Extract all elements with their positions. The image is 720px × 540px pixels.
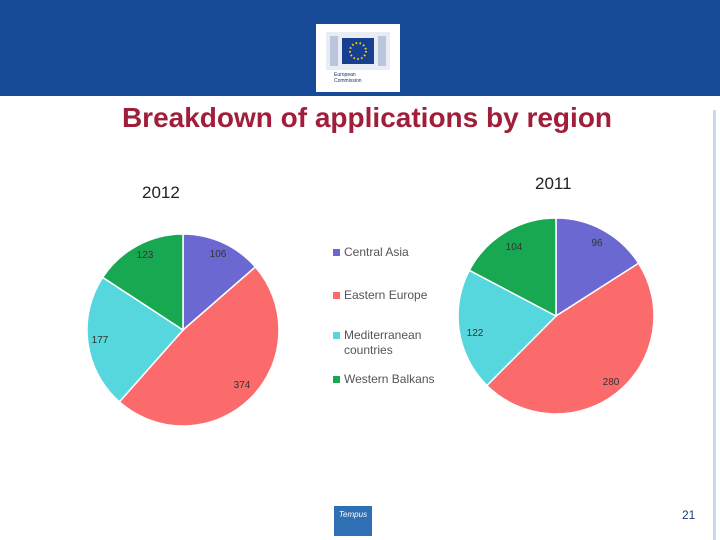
data-label: 104	[506, 242, 523, 253]
pie-title-2012: 2012	[142, 183, 180, 202]
tempus-logo: Tempus	[334, 506, 372, 536]
legend-swatch	[333, 249, 340, 256]
pie-slice	[182, 233, 257, 332]
pie-slice	[555, 217, 640, 318]
legend-swatch	[333, 376, 340, 383]
page-number: 21	[682, 508, 696, 522]
data-label: 280	[603, 377, 620, 388]
data-label: 123	[137, 250, 154, 261]
legend-label: Eastern Europe	[344, 288, 428, 302]
legend-swatch	[333, 292, 340, 299]
pie-slice	[468, 217, 557, 318]
legend-label: Western Balkans	[344, 372, 435, 386]
logo-text: European Commission	[334, 72, 362, 84]
pie-slice	[118, 265, 280, 427]
pie-slice	[86, 276, 185, 403]
european-commission-logo	[316, 24, 400, 92]
data-label: 374	[234, 380, 251, 391]
data-label: 96	[591, 238, 603, 249]
data-label: 106	[210, 249, 227, 260]
pie-slice	[101, 233, 184, 332]
data-label: 122	[467, 328, 484, 339]
pie-title-2011: 2011	[535, 174, 572, 193]
legend-label: Central Asia	[344, 245, 409, 259]
legend-label: Mediterranean countries	[344, 328, 422, 357]
data-label: 177	[92, 335, 109, 346]
page-title: Breakdown of applications by region	[121, 102, 613, 133]
pie-slice	[457, 269, 558, 387]
pie-slice	[485, 262, 655, 415]
legend-swatch	[333, 332, 340, 339]
right-divider	[713, 110, 716, 540]
